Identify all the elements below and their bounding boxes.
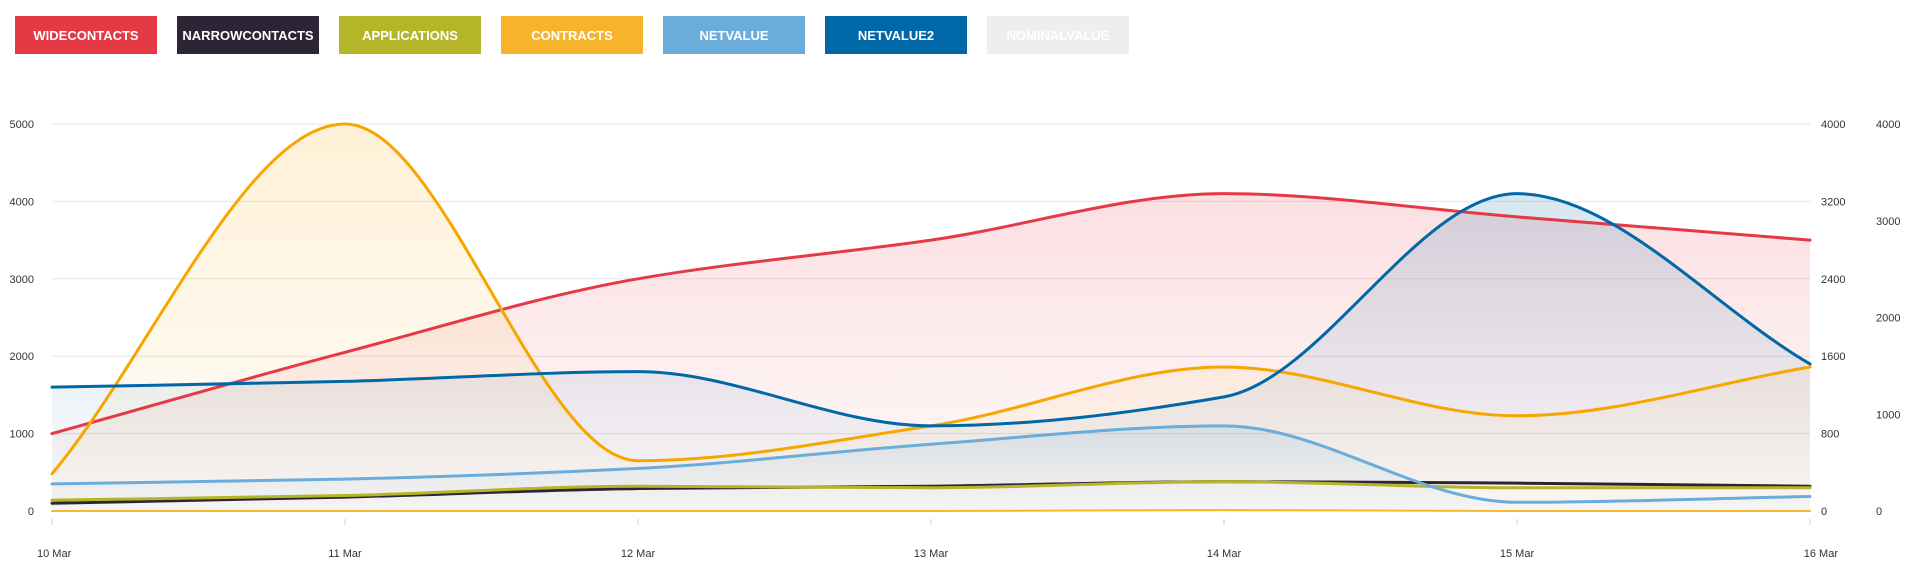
y-right1-tick-label: 800 — [1821, 429, 1839, 441]
series-line-widecontacts — [50, 192, 1812, 436]
y-right2-tick-label: 2000 — [1876, 313, 1900, 325]
y-right2-tick-label: 4000 — [1876, 119, 1900, 131]
series-line-applications — [50, 480, 1812, 502]
series-line-narrowcontacts — [50, 480, 1812, 505]
x-tick-label: 11 Mar — [328, 548, 362, 560]
y-right2-tick-label: 0 — [1876, 506, 1882, 518]
legend-netvalue-button[interactable]: NETVALUE — [663, 16, 805, 54]
legend-nominalvalue-button[interactable]: NOMINALVALUE — [987, 16, 1129, 54]
series-line-nominalvalue — [51, 509, 1811, 512]
legend-widecontacts-button[interactable]: WIDECONTACTS — [15, 16, 157, 54]
legend-netvalue2-button[interactable]: NETVALUE2 — [825, 16, 967, 54]
y-left-tick-label: 5000 — [10, 119, 34, 131]
series-line-contracts — [50, 122, 1812, 476]
x-tick-label: 16 Mar — [1804, 548, 1839, 560]
legend-narrowcontacts-button[interactable]: NARROWCONTACTS — [177, 16, 319, 54]
chart-legend: WIDECONTACTS NARROWCONTACTS APPLICATIONS… — [15, 16, 1149, 54]
y-right1-tick-label: 2400 — [1821, 274, 1845, 286]
x-tick-label: 12 Mar — [621, 548, 656, 560]
chart-areas — [52, 124, 1810, 511]
y-right2-tick-label: 1000 — [1876, 409, 1900, 421]
x-tick-label: 15 Mar — [1500, 548, 1535, 560]
series-line-netvalue2 — [50, 192, 1812, 428]
y-right1-tick-label: 1600 — [1821, 351, 1845, 363]
series-line-netvalue — [50, 424, 1812, 504]
y-left-tick-label: 1000 — [10, 429, 34, 441]
y-right2-tick-label: 3000 — [1876, 216, 1900, 228]
y-left-tick-label: 0 — [28, 506, 34, 518]
y-right1-tick-label: 0 — [1821, 506, 1827, 518]
x-tick-label: 14 Mar — [1207, 548, 1242, 560]
x-tick-label: 10 Mar — [37, 548, 72, 560]
y-right1-tick-label: 4000 — [1821, 119, 1845, 131]
series-area-netvalue2 — [52, 193, 1810, 511]
y-right1-tick-label: 3200 — [1821, 196, 1845, 208]
y-left-tick-label: 3000 — [10, 274, 34, 286]
chart-axes: 0 1000 2000 3000 4000 5000 0 800 1600 2400 3200 400… — [10, 119, 1901, 560]
legend-applications-button[interactable]: APPLICATIONS — [339, 16, 481, 54]
legend-contracts-button[interactable]: CONTRACTS — [501, 16, 643, 54]
y-left-tick-label: 4000 — [10, 196, 34, 208]
x-tick-label: 13 Mar — [914, 548, 949, 560]
chart-lines — [50, 122, 1812, 512]
y-left-tick-label: 2000 — [10, 351, 34, 363]
